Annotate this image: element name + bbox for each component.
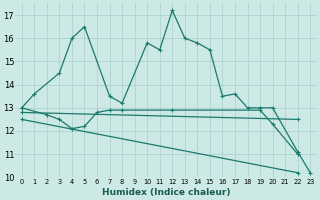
X-axis label: Humidex (Indice chaleur): Humidex (Indice chaleur): [102, 188, 230, 197]
